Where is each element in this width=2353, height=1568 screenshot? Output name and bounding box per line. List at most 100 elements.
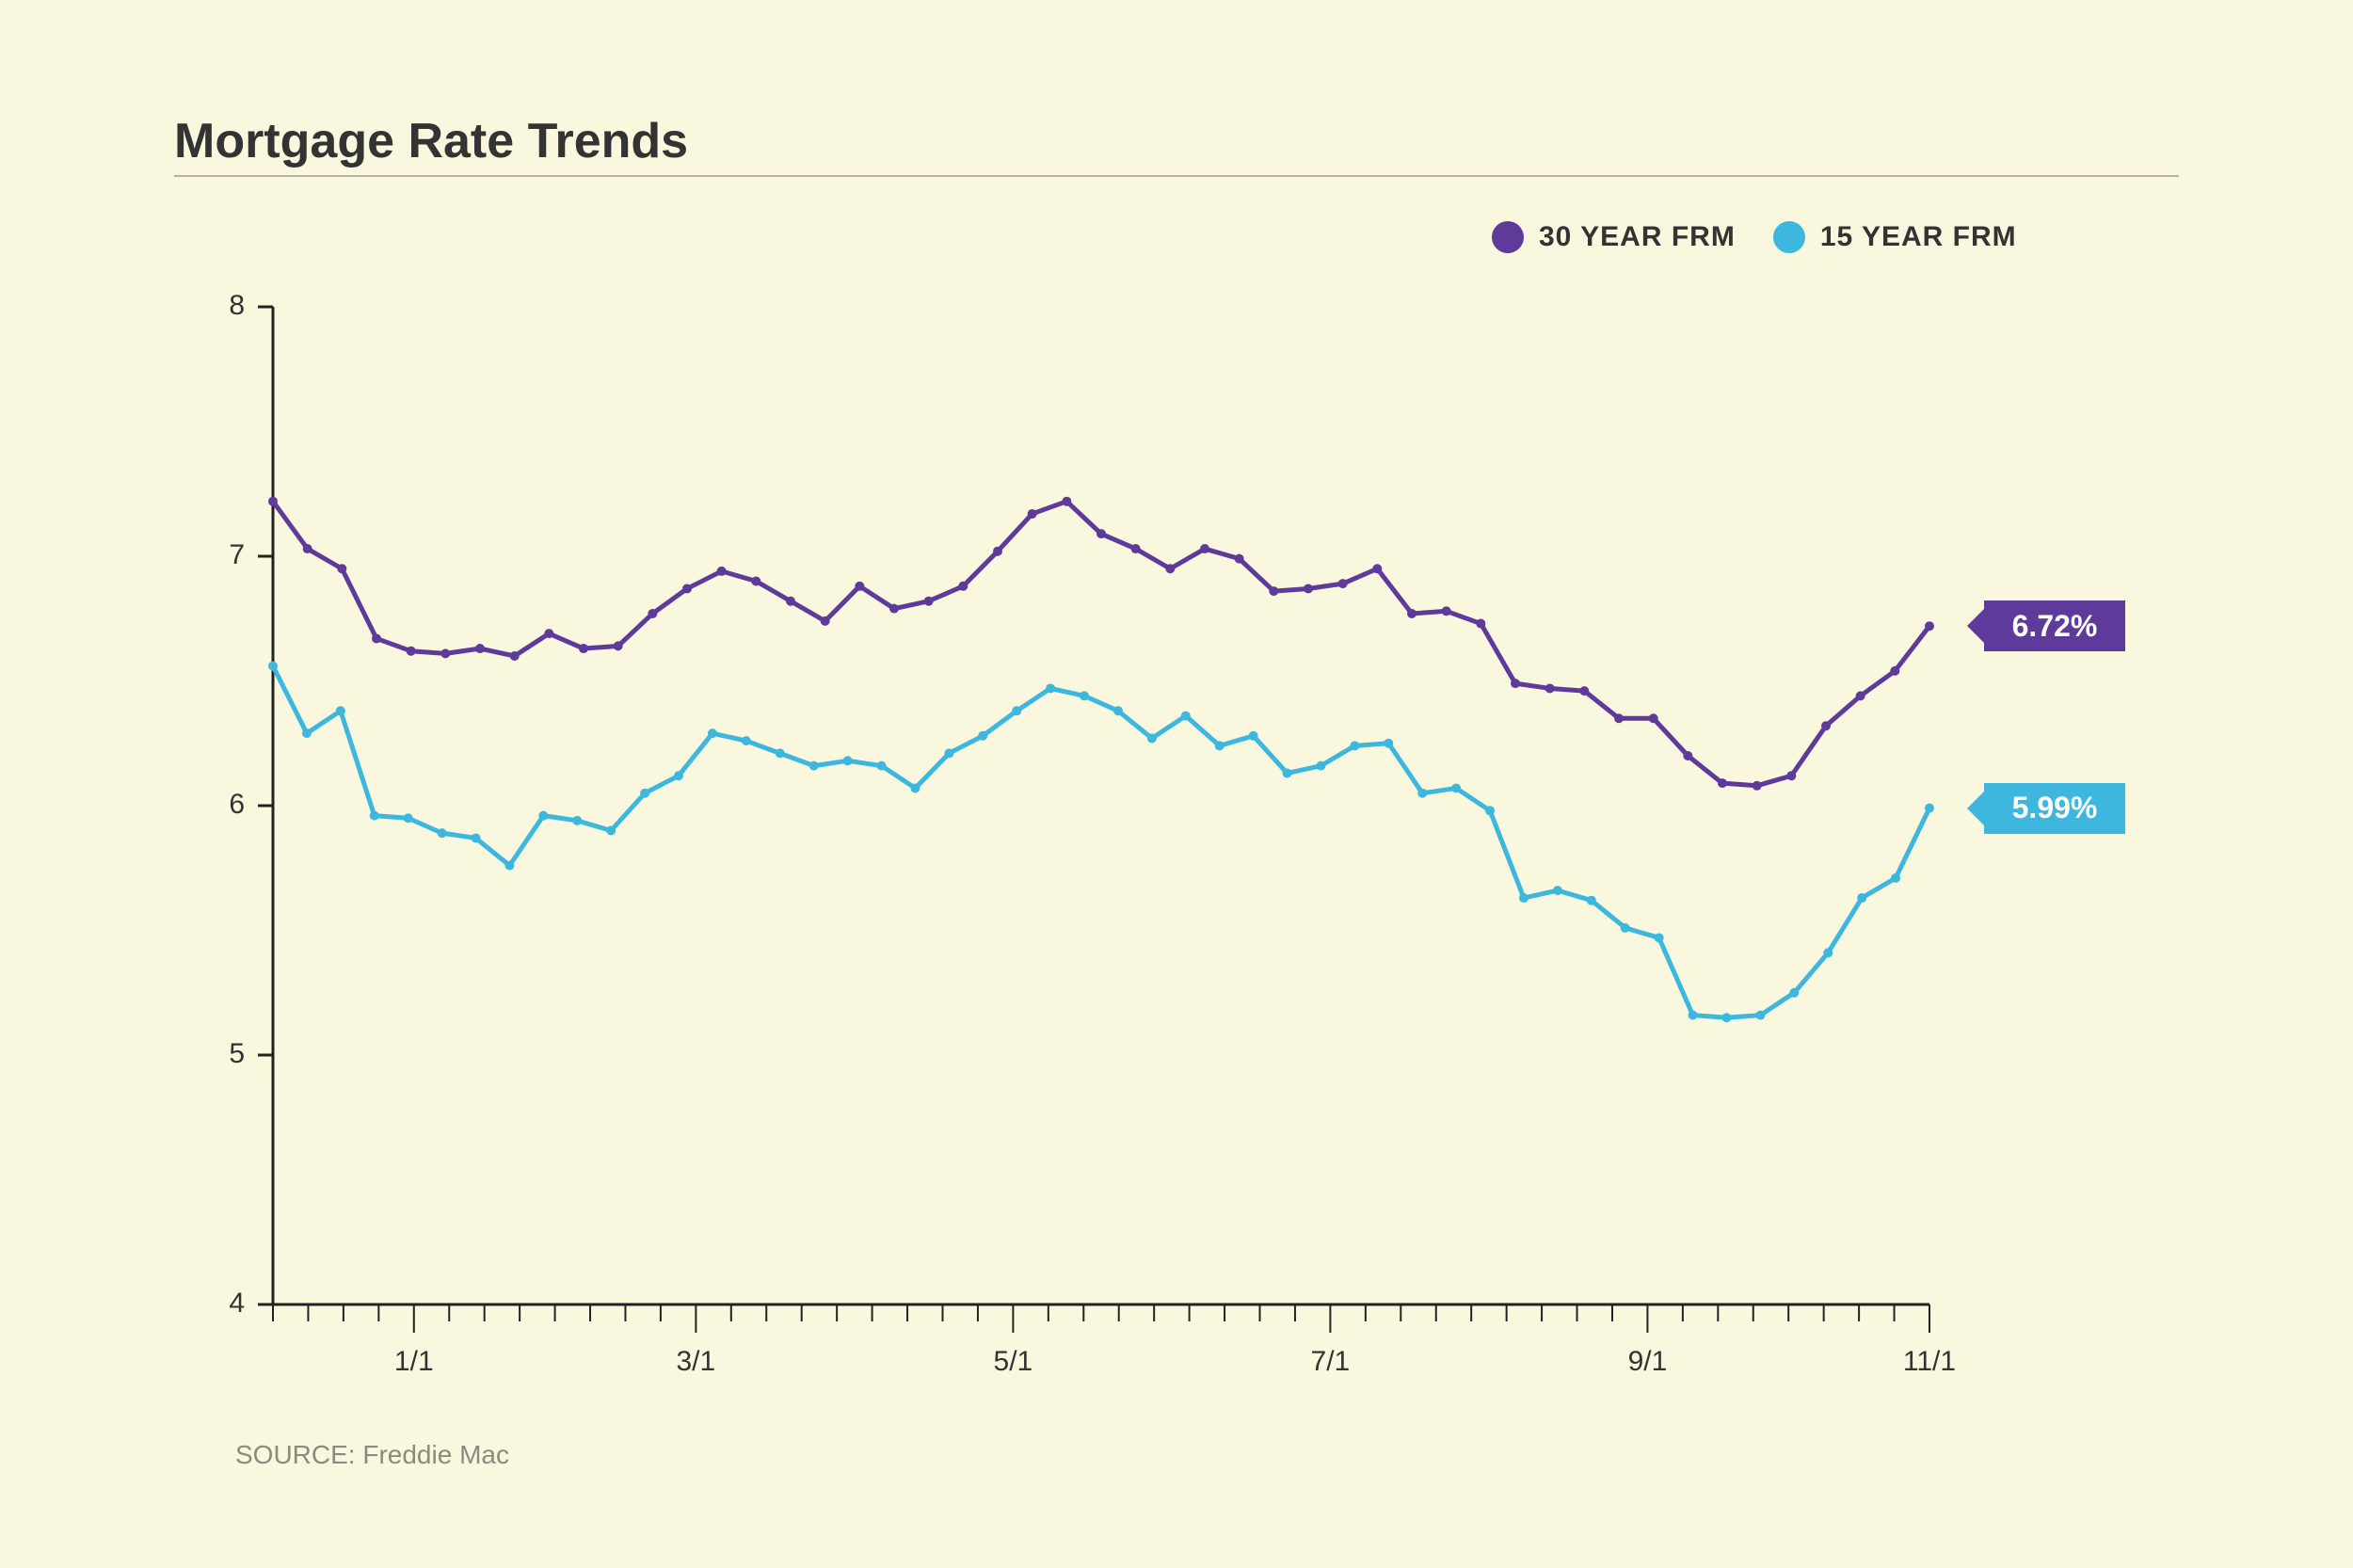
- x-axis-tick-label: 1/1: [394, 1346, 434, 1377]
- series-marker: [843, 756, 853, 765]
- series-marker: [742, 736, 751, 745]
- series-marker: [958, 582, 968, 591]
- series-marker: [674, 771, 683, 780]
- series-marker: [1579, 686, 1589, 696]
- series-marker: [1621, 923, 1630, 933]
- series-marker: [1384, 739, 1393, 748]
- series-marker: [1511, 679, 1520, 688]
- series-marker: [303, 544, 312, 553]
- series-marker: [302, 728, 312, 738]
- series-marker: [889, 604, 899, 614]
- series-marker: [910, 783, 920, 792]
- x-axis-tick-label: 9/1: [1628, 1346, 1668, 1377]
- series-marker: [776, 748, 785, 758]
- series-marker: [1316, 761, 1325, 771]
- series-marker: [1683, 751, 1692, 760]
- series-marker: [404, 813, 413, 823]
- y-axis-tick-label: 7: [229, 539, 245, 570]
- series-marker: [544, 629, 553, 638]
- series-marker: [682, 584, 692, 593]
- series-marker: [372, 633, 381, 643]
- series-marker: [1925, 804, 1934, 813]
- series-marker: [1012, 706, 1021, 715]
- x-axis-tick-label: 11/1: [1903, 1346, 1956, 1377]
- series-marker: [1147, 733, 1157, 743]
- series-marker: [640, 789, 649, 798]
- x-axis-tick-label: 7/1: [1311, 1346, 1351, 1377]
- series-marker: [370, 811, 379, 821]
- series-marker: [1451, 783, 1461, 792]
- source-label: SOURCE: Freddie Mac: [235, 1440, 509, 1470]
- series-marker: [268, 497, 278, 506]
- page: Mortgage Rate Trends 30 YEAR FRM15 YEAR …: [0, 0, 2353, 1568]
- series-marker: [1442, 606, 1451, 616]
- y-axis-tick-label: 8: [229, 290, 245, 321]
- series-marker: [821, 616, 830, 626]
- series-marker: [1655, 933, 1664, 942]
- series-marker: [1046, 683, 1055, 693]
- series-marker: [786, 597, 795, 606]
- series-marker: [510, 651, 520, 661]
- series-marker: [993, 547, 1002, 556]
- series-marker: [438, 828, 447, 838]
- series-marker: [1718, 778, 1727, 788]
- series-marker: [855, 582, 864, 591]
- series-marker: [1131, 544, 1141, 553]
- series-marker: [809, 761, 819, 771]
- series-marker: [1755, 1011, 1765, 1020]
- x-axis-tick-label: 3/1: [677, 1346, 716, 1377]
- series-marker: [1417, 789, 1427, 798]
- series-marker: [268, 662, 278, 671]
- series-marker: [1891, 873, 1900, 883]
- series-marker: [407, 647, 416, 656]
- y-axis-tick-label: 6: [229, 789, 245, 820]
- series-marker: [944, 748, 953, 758]
- series-marker: [572, 816, 582, 825]
- x-axis-tick-label: 5/1: [994, 1346, 1033, 1377]
- series-marker: [579, 644, 588, 653]
- series-marker: [1519, 893, 1529, 903]
- series-marker: [1689, 1011, 1698, 1020]
- y-axis-tick-label: 5: [229, 1038, 245, 1069]
- series-marker: [1028, 509, 1037, 519]
- series-marker: [504, 861, 514, 871]
- source-text: Freddie Mac: [362, 1440, 509, 1469]
- series-marker: [1165, 564, 1175, 573]
- series-marker: [924, 597, 934, 606]
- series-marker: [336, 706, 345, 715]
- series-marker: [1553, 886, 1562, 895]
- series-marker: [648, 609, 657, 618]
- series-marker: [475, 644, 485, 653]
- series-marker: [1649, 713, 1658, 723]
- series-marker: [1821, 721, 1831, 730]
- series-marker: [1857, 893, 1866, 903]
- series-marker: [1485, 806, 1495, 815]
- series-marker: [337, 564, 346, 573]
- series-marker: [1350, 741, 1359, 750]
- series-marker: [1113, 706, 1123, 715]
- series-marker: [1249, 731, 1258, 741]
- series-marker: [1856, 691, 1865, 700]
- series-marker: [877, 761, 887, 771]
- series-marker: [717, 567, 727, 576]
- series-marker: [1283, 769, 1292, 778]
- series-marker: [1614, 713, 1624, 723]
- series-marker: [1181, 712, 1191, 721]
- series-marker: [1890, 666, 1899, 676]
- series-marker: [1200, 544, 1209, 553]
- series-marker: [1587, 896, 1596, 905]
- series-marker: [1407, 609, 1417, 618]
- series-callout: 5.99%: [1984, 783, 2125, 834]
- series-marker: [1753, 781, 1762, 791]
- y-axis-tick-label: 4: [229, 1288, 245, 1319]
- series-marker: [440, 648, 450, 658]
- series-marker: [1235, 554, 1244, 564]
- series-marker: [538, 811, 548, 821]
- series-marker: [1269, 586, 1278, 596]
- series-marker: [1304, 584, 1313, 593]
- series-marker: [1215, 741, 1225, 750]
- series-marker: [1925, 621, 1934, 631]
- series-marker: [1721, 1013, 1731, 1022]
- series-marker: [1080, 691, 1089, 700]
- series-marker: [978, 731, 987, 741]
